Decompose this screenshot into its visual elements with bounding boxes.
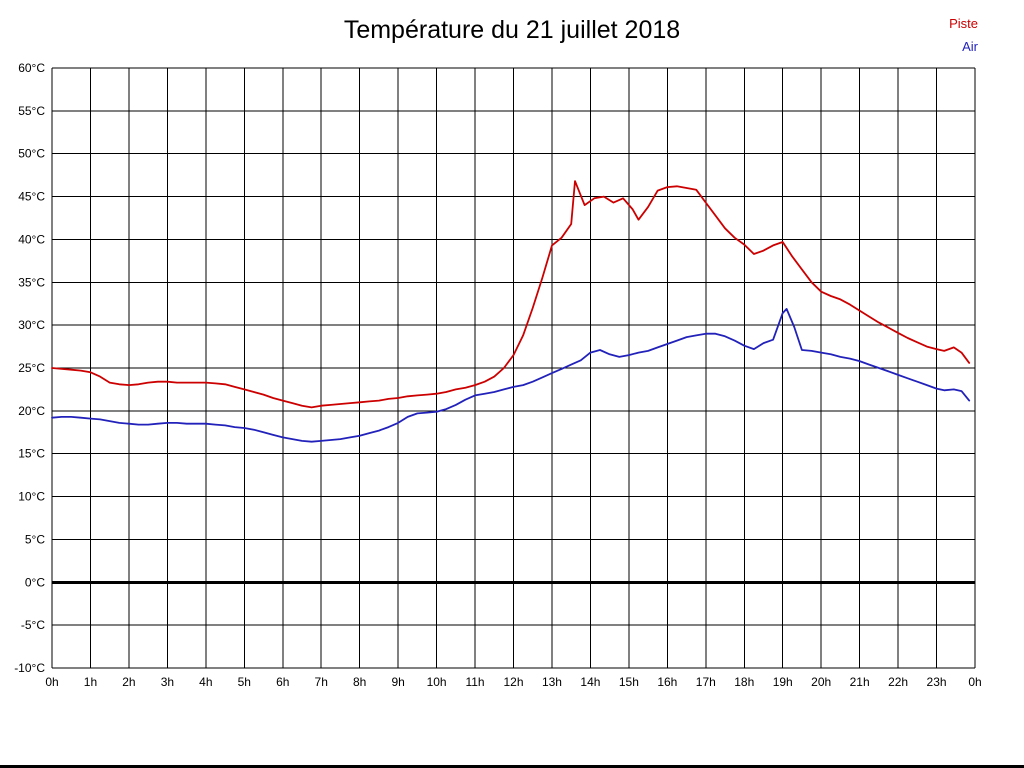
svg-text:7h: 7h [315,675,328,689]
svg-text:1h: 1h [84,675,97,689]
svg-text:50°C: 50°C [18,147,45,161]
svg-text:17h: 17h [696,675,716,689]
svg-text:5°C: 5°C [25,532,45,546]
svg-text:55°C: 55°C [18,104,45,118]
svg-text:15°C: 15°C [18,447,45,461]
svg-text:0°C: 0°C [25,575,45,589]
svg-text:12h: 12h [503,675,523,689]
svg-text:0h: 0h [45,675,58,689]
svg-text:-10°C: -10°C [14,661,45,675]
svg-text:45°C: 45°C [18,190,45,204]
svg-text:23h: 23h [927,675,947,689]
svg-text:22h: 22h [888,675,908,689]
svg-text:10h: 10h [427,675,447,689]
legend-piste: Piste [949,16,978,31]
svg-text:6h: 6h [276,675,289,689]
svg-text:15h: 15h [619,675,639,689]
svg-text:20°C: 20°C [18,404,45,418]
svg-text:-5°C: -5°C [21,618,45,632]
svg-text:4h: 4h [199,675,212,689]
svg-text:13h: 13h [542,675,562,689]
svg-text:19h: 19h [773,675,793,689]
svg-text:35°C: 35°C [18,275,45,289]
svg-text:20h: 20h [811,675,831,689]
svg-text:2h: 2h [122,675,135,689]
svg-text:10°C: 10°C [18,490,45,504]
svg-text:0h: 0h [968,675,981,689]
svg-text:8h: 8h [353,675,366,689]
svg-text:21h: 21h [850,675,870,689]
svg-text:60°C: 60°C [18,61,45,75]
svg-text:5h: 5h [238,675,251,689]
svg-text:40°C: 40°C [18,232,45,246]
legend-air: Air [962,39,978,54]
chart-title: Température du 21 juillet 2018 [343,16,681,44]
svg-text:18h: 18h [734,675,754,689]
chart-legend: Piste Air [949,12,978,58]
svg-text:11h: 11h [465,675,484,689]
bottom-border [0,765,1024,768]
svg-text:3h: 3h [161,675,174,689]
svg-text:16h: 16h [657,675,677,689]
svg-text:14h: 14h [580,675,600,689]
svg-text:30°C: 30°C [18,318,45,332]
svg-text:25°C: 25°C [18,361,45,375]
svg-text:9h: 9h [391,675,404,689]
